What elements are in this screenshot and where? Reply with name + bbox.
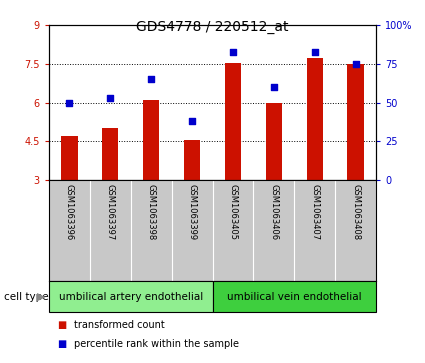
Point	[312, 49, 318, 54]
Text: GSM1063396: GSM1063396	[65, 184, 74, 240]
Text: GSM1063407: GSM1063407	[310, 184, 319, 240]
Bar	[306, 58, 323, 180]
Text: umbilical vein endothelial: umbilical vein endothelial	[227, 292, 362, 302]
Text: ■: ■	[57, 321, 67, 330]
Text: GSM1063399: GSM1063399	[187, 184, 196, 240]
Point	[230, 49, 236, 54]
Bar	[212, 281, 376, 312]
Bar	[266, 102, 282, 180]
Text: cell type: cell type	[4, 292, 49, 302]
Bar	[184, 140, 200, 180]
Point	[148, 77, 155, 82]
Bar	[49, 281, 212, 312]
Text: transformed count: transformed count	[74, 321, 165, 330]
Point	[66, 99, 73, 105]
Bar	[61, 136, 77, 180]
Point	[107, 95, 113, 101]
Point	[189, 118, 196, 124]
Text: GSM1063397: GSM1063397	[106, 184, 115, 240]
Point	[352, 61, 359, 67]
Text: GDS4778 / 220512_at: GDS4778 / 220512_at	[136, 20, 289, 34]
Text: GSM1063408: GSM1063408	[351, 184, 360, 240]
Bar	[102, 128, 119, 180]
Bar	[348, 64, 364, 180]
Text: umbilical artery endothelial: umbilical artery endothelial	[59, 292, 203, 302]
Bar	[225, 63, 241, 180]
Text: GSM1063398: GSM1063398	[147, 184, 156, 240]
Text: ▶: ▶	[37, 292, 46, 302]
Text: GSM1063406: GSM1063406	[269, 184, 278, 240]
Text: ■: ■	[57, 339, 67, 349]
Text: percentile rank within the sample: percentile rank within the sample	[74, 339, 239, 349]
Text: GSM1063405: GSM1063405	[229, 184, 238, 240]
Bar	[143, 100, 159, 180]
Point	[270, 84, 277, 90]
